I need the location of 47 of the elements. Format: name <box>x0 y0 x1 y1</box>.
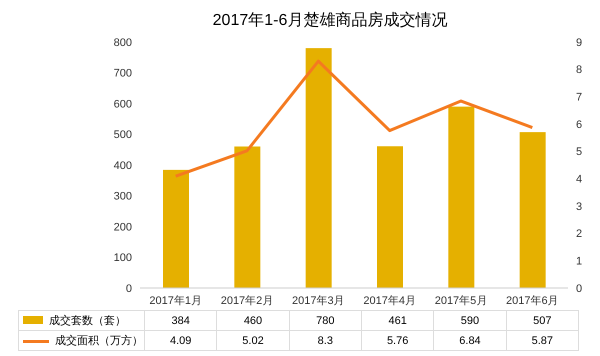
data-label: 384 <box>144 310 217 330</box>
data-label: 5.02 <box>216 330 290 350</box>
y2-tick-label: 4 <box>576 174 582 186</box>
bar <box>448 106 474 288</box>
y-tick-label: 200 <box>114 221 132 234</box>
y2-tick-label: 7 <box>576 92 582 104</box>
bar <box>234 146 260 288</box>
y2-tick-label: 0 <box>576 282 582 295</box>
y-tick-label: 400 <box>114 160 132 172</box>
bar <box>520 132 546 288</box>
x-tick-label: 2017年3月 <box>292 294 345 307</box>
y2-tick-label: 5 <box>576 146 582 158</box>
data-label: 590 <box>434 310 506 330</box>
y2-tick-label: 8 <box>576 64 582 76</box>
line-series <box>174 60 534 178</box>
data-label: 507 <box>506 310 578 330</box>
y-tick-label: 500 <box>114 129 132 142</box>
legend-label: 成交面积（万方） <box>18 330 144 350</box>
data-label: 460 <box>216 310 290 330</box>
data-label: 780 <box>289 310 362 330</box>
y-tick-label: 700 <box>114 68 132 80</box>
data-label: 5.87 <box>506 330 578 350</box>
data-label: 461 <box>361 310 434 330</box>
y-tick-label: 0 <box>126 282 132 295</box>
y2-tick-label: 6 <box>576 118 582 131</box>
y-tick-label: 800 <box>114 36 132 49</box>
y-tick-label: 100 <box>114 252 132 264</box>
data-label: 4.09 <box>144 330 217 350</box>
bar <box>163 170 189 288</box>
y2-tick-label: 9 <box>576 36 582 49</box>
data-label: 5.76 <box>361 330 434 350</box>
data-label: 8.3 <box>289 330 362 350</box>
x-tick-label: 2017年6月 <box>506 294 559 307</box>
y2-tick-label: 2 <box>576 228 582 240</box>
x-tick-label: 2017年1月 <box>149 294 202 307</box>
x-tick-label: 2017年4月 <box>363 294 416 307</box>
x-tick-label: 2017年2月 <box>220 294 274 307</box>
y2-tick-label: 1 <box>576 256 582 268</box>
y-tick-label: 600 <box>114 98 132 110</box>
x-tick-label: 2017年5月 <box>434 294 488 307</box>
data-label: 6.84 <box>434 330 506 350</box>
y-tick-label: 300 <box>114 190 132 203</box>
chart-title: 2017年1-6月楚雄商品房成交情况 <box>212 10 448 31</box>
bar <box>377 146 403 288</box>
bar <box>306 48 332 288</box>
legend-label: 成交套数（套） <box>18 310 144 330</box>
y2-tick-label: 3 <box>576 200 582 213</box>
